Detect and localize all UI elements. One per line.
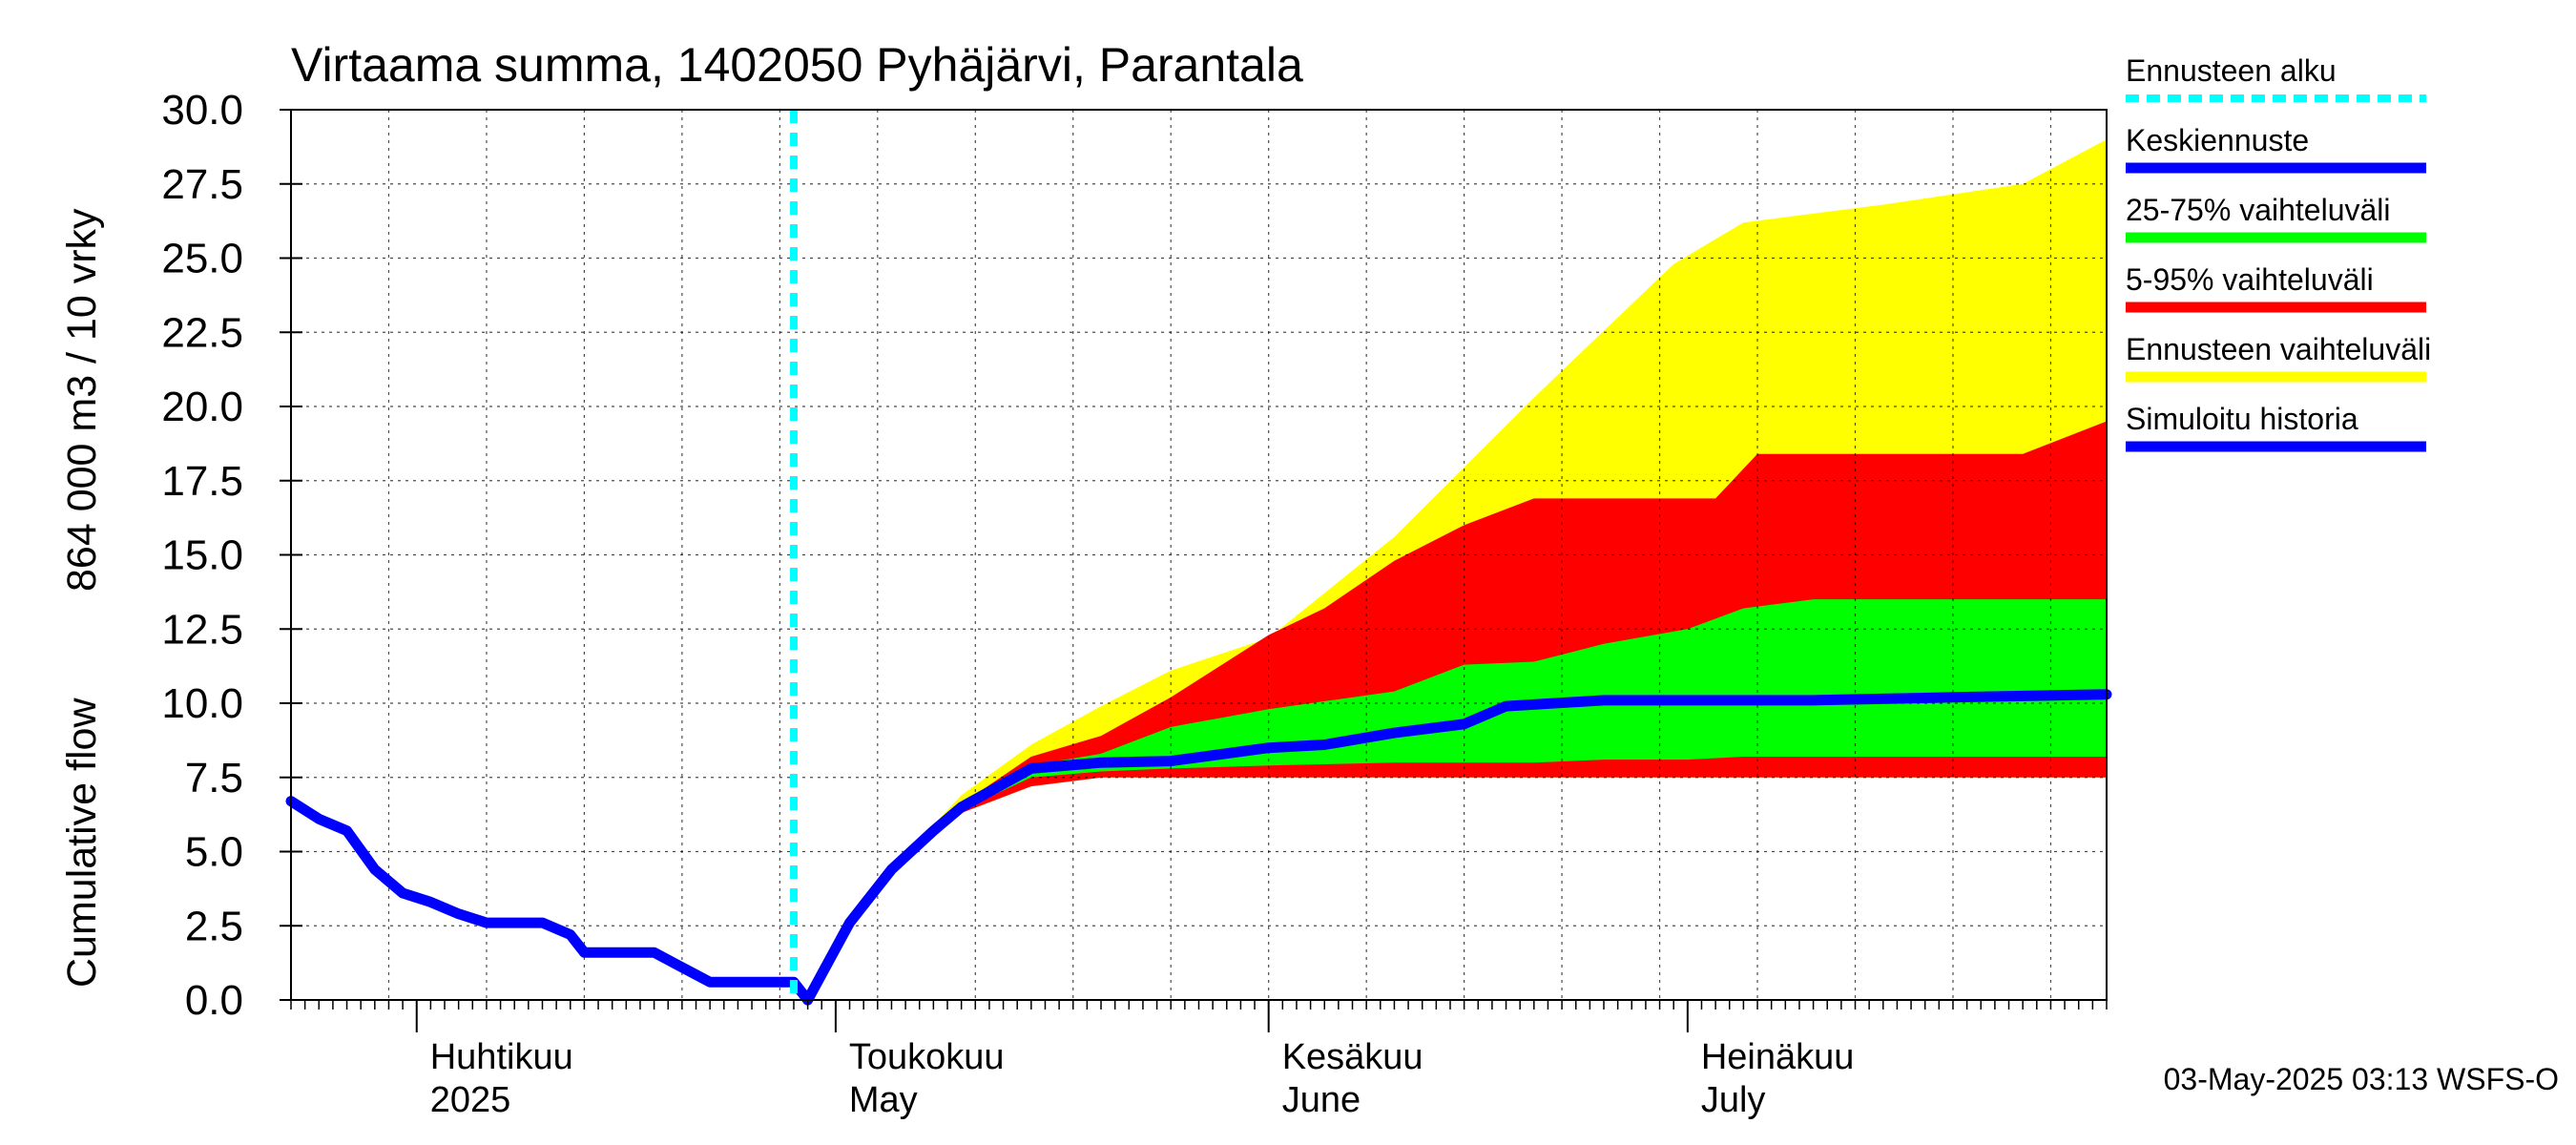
y-axis-label-fi: 864 000 m3 / 10 vrky [59,208,105,592]
y-tick-label: 12.5 [161,606,243,653]
y-tick-label: 25.0 [161,236,243,282]
y-tick-label: 30.0 [161,87,243,134]
chart-title: Virtaama summa, 1402050 Pyhäjärvi, Paran… [291,38,1303,92]
month-label-en: May [849,1080,918,1120]
y-tick-label: 0.0 [185,977,243,1024]
legend-label: Keskiennuste [2126,123,2309,157]
y-tick-label: 10.0 [161,680,243,727]
month-label-fi: Heinäkuu [1701,1037,1855,1077]
month-label-fi: Huhtikuu [430,1037,573,1077]
legend-label: Simuloitu historia [2126,402,2358,436]
legend-label: 25-75% vaihteluväli [2126,193,2391,227]
plot-frame [280,109,2108,1032]
series-line-0 [802,689,2112,1006]
y-tick-label: 15.0 [161,532,243,579]
y-tick-label: 17.5 [161,458,243,505]
y-tick-label: 5.0 [185,829,243,876]
month-label-fi: Toukokuu [849,1037,1005,1077]
month-label-fi: Kesäkuu [1282,1037,1423,1077]
month-label-en: July [1701,1080,1766,1120]
y-tick-label: 7.5 [185,755,243,802]
grid-lines [291,109,2107,1001]
y-tick-labels: 0.0 2.5 5.0 7.5 10.0 12.5 15.0 17.5 20.0 22.5 25.0… [161,87,243,1024]
y-tick-label: 27.5 [161,161,243,208]
legend-label: 5-95% vaihteluväli [2126,262,2374,297]
series-line-1 [285,796,814,1006]
legend-label: Ennusteen alku [2126,53,2337,88]
y-tick-label: 2.5 [185,903,243,949]
footer-timestamp: 03-May-2025 03:13 WSFS-O [2164,1062,2559,1096]
month-label-en: 2025 [430,1080,511,1120]
series-lines [285,110,2112,1006]
y-tick-label: 22.5 [161,309,243,356]
legend: Ennusteen alku Keskiennuste 25-75% vaihtel… [2126,53,2431,452]
y-axis-label-en: Cumulative flow [59,697,105,988]
forecast-bands [807,139,2107,1001]
month-label-en: June [1282,1080,1361,1120]
y-tick-label: 20.0 [161,384,243,430]
legend-label: Ennusteen vaihteluväli [2126,332,2431,366]
